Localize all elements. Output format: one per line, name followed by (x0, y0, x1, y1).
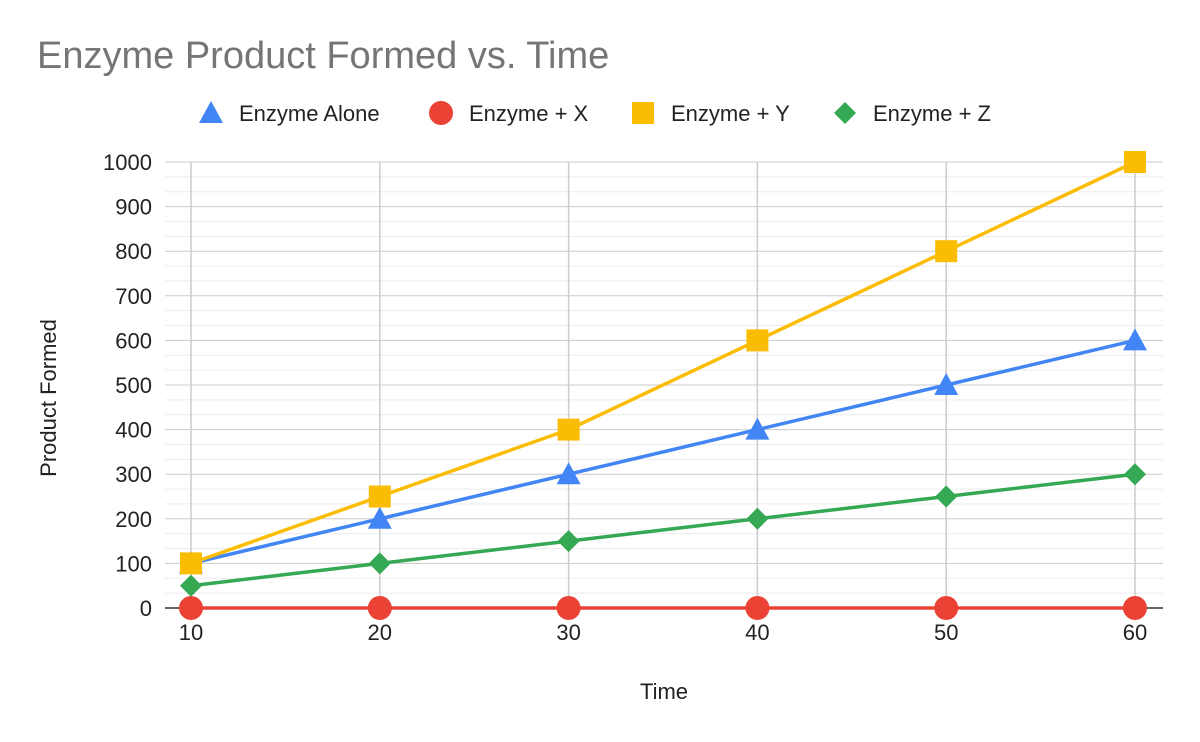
data-point (556, 462, 581, 485)
legend-marker (834, 102, 856, 124)
y-axis-ticks: 0 100 200 300 400 500 600 700 800 900 1000 (103, 150, 152, 621)
x-tick-label: 40 (745, 620, 769, 645)
legend-item: Enzyme Alone (199, 101, 380, 126)
series-enzyme-y (180, 151, 1146, 575)
data-point (745, 596, 770, 620)
data-point (179, 596, 203, 620)
series-enzyme-alone (179, 328, 1147, 574)
y-tick-label: 0 (140, 596, 152, 621)
legend-label: Enzyme Alone (239, 101, 380, 126)
y-tick-label: 500 (115, 373, 152, 398)
data-point (934, 373, 959, 395)
data-point (368, 552, 391, 575)
data-point (934, 596, 959, 620)
data-point (1124, 151, 1146, 173)
y-tick-label: 300 (115, 462, 152, 487)
y-tick-label: 700 (115, 284, 152, 309)
grid (165, 161, 1163, 609)
legend-item: Enzyme + X (429, 101, 589, 126)
data-point (746, 507, 769, 530)
x-axis-ticks: 10 20 30 40 50 60 (179, 620, 1147, 645)
legend-label: Enzyme + Y (671, 101, 790, 126)
data-point (180, 552, 202, 575)
data-point (368, 485, 391, 508)
x-tick-label: 30 (556, 620, 580, 645)
legend: Enzyme Alone Enzyme + X Enzyme + Y Enzyme +… (199, 101, 991, 126)
data-point (746, 329, 769, 352)
y-tick-label: 1000 (103, 150, 152, 175)
data-point (367, 596, 392, 620)
y-axis-label: Product Formed (36, 319, 61, 477)
data-point (180, 574, 202, 597)
series-line (190, 472, 1136, 588)
legend-label: Enzyme + Z (873, 101, 991, 126)
legend-marker (632, 102, 654, 124)
x-tick-label: 20 (368, 620, 392, 645)
data-point (745, 417, 770, 440)
x-tick-label: 50 (934, 620, 958, 645)
legend-marker (429, 101, 453, 125)
data-point (1123, 596, 1147, 620)
x-tick-label: 10 (179, 620, 203, 645)
series-group (179, 151, 1147, 620)
x-tick-label: 60 (1123, 620, 1147, 645)
y-tick-label: 600 (115, 328, 152, 353)
data-point (1123, 328, 1147, 351)
x-axis-label: Time (640, 679, 688, 704)
y-tick-label: 100 (115, 551, 152, 576)
chart-title: Enzyme Product Formed vs. Time (37, 35, 609, 77)
data-point (556, 596, 581, 620)
legend-marker (199, 101, 223, 123)
data-point (557, 530, 580, 553)
data-point (935, 485, 958, 508)
data-point (1124, 463, 1146, 486)
y-tick-label: 400 (115, 418, 152, 443)
data-point (557, 418, 580, 441)
series-enzyme-z (180, 463, 1146, 597)
y-tick-label: 800 (115, 239, 152, 264)
data-point (367, 506, 392, 529)
series-line (190, 338, 1136, 566)
y-tick-label: 900 (115, 195, 152, 220)
series-enzyme-x (179, 596, 1147, 620)
legend-item: Enzyme + Y (632, 101, 790, 126)
data-point (935, 240, 958, 263)
legend-label: Enzyme + X (469, 101, 589, 126)
series-line (190, 160, 1136, 566)
y-tick-label: 200 (115, 507, 152, 532)
legend-item: Enzyme + Z (834, 101, 991, 126)
